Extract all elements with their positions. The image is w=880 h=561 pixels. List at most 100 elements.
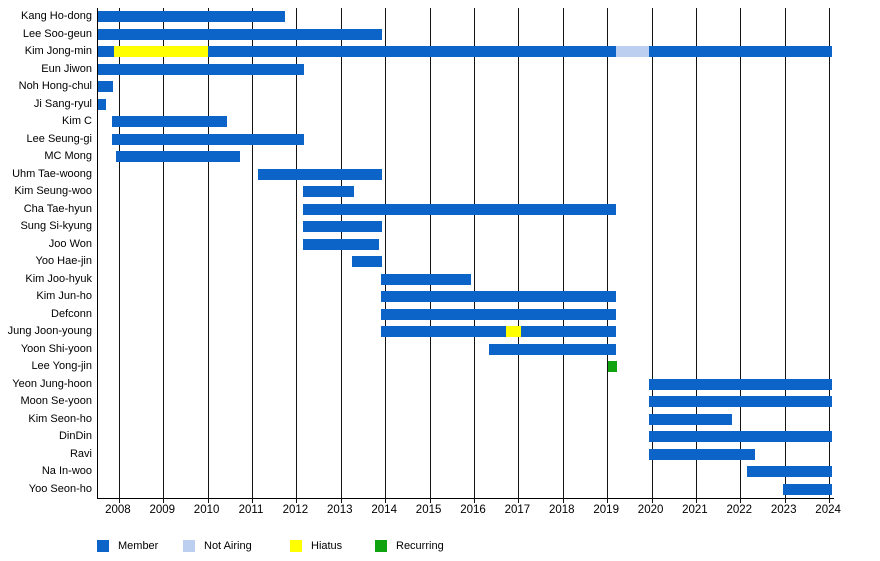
bar-segment-member [303,238,379,250]
tick-mark-2010 [207,498,209,503]
gridline-2010 [207,8,209,498]
row-label: Kim Jong-min [24,45,92,57]
row-label: Kim C [62,115,92,127]
x-tick-label: 2013 [327,504,353,516]
gridline-2017 [518,8,520,498]
legend-item-not_airing: Not Airing [183,537,283,555]
row-label: Yoon Shi-yoon [20,342,92,355]
bar-segment-member [648,396,833,408]
x-tick-label: 2016 [460,504,486,516]
bar-segment-member [648,378,833,390]
bar-segment-member [111,133,304,145]
x-tick-label: 2015 [415,504,442,516]
legend-item-hiatus: Hiatus [290,537,390,555]
bar-segment-member [115,151,240,163]
row-label: Cha Tae-hyun [23,202,92,215]
row-label: Kim Jun-ho [36,290,92,302]
row-label: Kim Joo-hyuk [25,272,92,285]
bar-segment-member [303,186,354,198]
x-tick-label: 2014 [371,504,397,516]
legend-item-member: Member [97,537,197,555]
y-axis-row-labels: Kang Ho-dong Lee Soo-geun Kim Jong-min Eun … [0,8,92,498]
row-label: Noh Hong-chul [18,80,92,92]
legend-swatch-hiatus-icon [290,540,302,552]
x-tick-label: 2022 [726,504,753,516]
tick-mark-2018 [562,498,564,503]
x-tick-label: 2019 [593,504,619,516]
gridline-2015 [429,8,431,498]
bar-segment-member [303,203,617,215]
gridline-2018 [562,8,564,498]
row-label: Ravi [69,447,92,460]
row-label: Na In-woo [41,465,92,477]
gridline-2013 [340,8,342,498]
legend-swatch-recurring-icon [375,540,387,552]
gridline-2021 [695,8,697,498]
x-tick-label: 2020 [637,504,664,516]
tick-mark-2012 [296,498,298,503]
bar-segment-member [380,273,471,285]
tick-mark-2015 [429,498,431,503]
bar-segment-member [520,326,616,338]
row-label: Kang Ho-dong [21,10,92,22]
x-tick-label: 2024 [815,504,841,516]
bar-segment-member [648,448,755,460]
bar-segment-member [303,221,382,233]
legend-swatch-member-icon [97,540,109,552]
row-label: MC Mong [44,150,92,162]
gridline-2023 [784,8,786,498]
row-label: Lee Yong-jin [31,360,92,372]
legend-label: Not Airing [204,540,252,552]
gridline-2008 [118,8,120,498]
bar-segment-member [258,168,382,180]
bar-segment-member [648,431,833,443]
row-label: DinDin [58,430,92,442]
bar-segment-member [783,483,833,495]
tick-mark-2017 [518,498,520,503]
row-label: Yeon Jung-hoon [12,377,92,390]
bar-segment-member [98,11,285,23]
gridline-2019 [607,8,609,498]
gridline-2011 [252,8,253,498]
row-label: Uhm Tae-woong [12,167,92,180]
gridline-2022 [740,8,742,498]
row-label: Moon Se-yoon [20,395,92,407]
bar-segment-member [380,308,617,320]
bar-segment-member [351,256,382,268]
bar-segment-member [489,343,617,355]
legend-label: Hiatus [311,540,343,552]
tick-mark-2016 [474,498,475,503]
legend-item-recurring: Recurring [375,537,475,555]
x-tick-label: 2010 [193,504,220,516]
tick-mark-2021 [695,498,697,503]
gridline-2009 [163,8,165,498]
row-label: Lee Soo-geun [22,27,92,40]
row-label: Yoo Seon-ho [28,482,92,495]
legend-swatch-not_airing-icon [183,540,195,552]
tick-mark-2024 [829,498,831,503]
bar-segment-member [746,466,833,478]
bar-segment-member [380,326,507,338]
x-axis-tick-labels: 2008 2009 2010 2011 2012 2013 2014 2015 2016 2017… [97,504,857,519]
legend: Member Not Airing Hiatus Recurring [97,537,597,555]
gridline-2012 [296,8,298,498]
row-label: Yoo Hae-jin [35,255,92,267]
row-label: Sung Si-kyung [20,220,92,232]
row-label: Ji Sang-ryul [33,97,92,110]
row-label: Joo Won [48,237,92,250]
row-label: Jung Joon-young [7,325,92,337]
row-label: Kim Seon-ho [28,412,92,425]
tick-mark-2019 [607,498,609,503]
tick-mark-2022 [740,498,742,503]
x-tick-label: 2008 [105,504,131,516]
bar-segment-hiatus [114,46,208,58]
bar-segment-member [98,28,382,40]
bar-segment-member [98,63,304,75]
legend-label: Member [118,540,159,552]
bar-segment-member [648,413,733,425]
bar-segment-member [380,291,617,303]
gridline-2014 [385,8,387,498]
x-tick-label: 2011 [238,504,264,516]
row-label: Kim Seung-woo [14,185,92,197]
bar-segment-member [98,98,106,110]
